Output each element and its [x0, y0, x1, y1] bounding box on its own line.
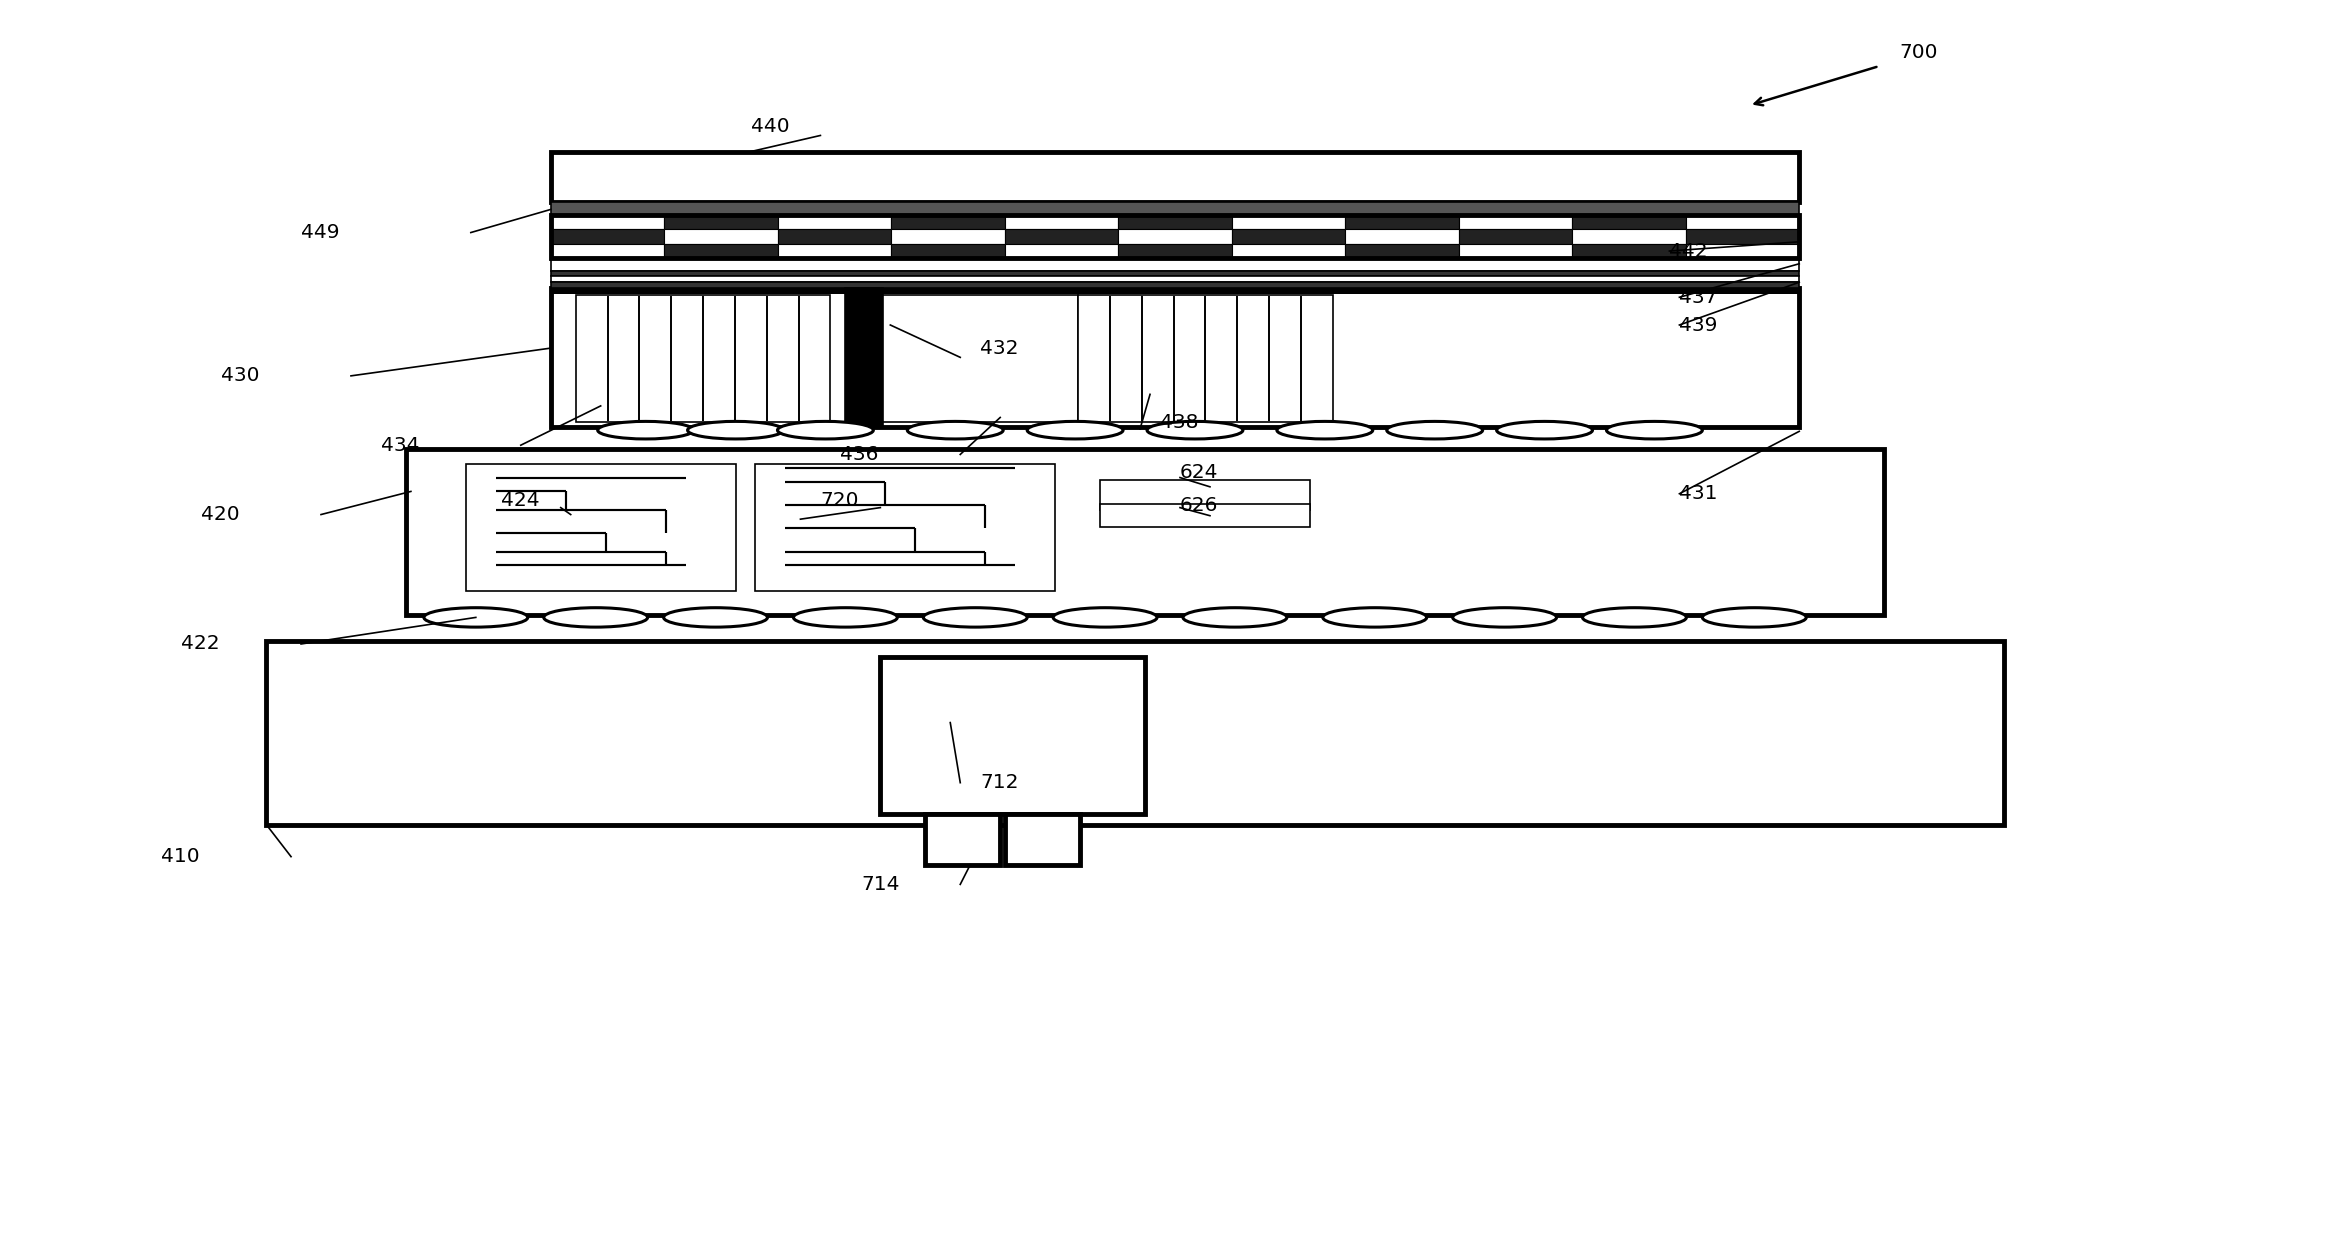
- Bar: [1100, 480, 1311, 510]
- Text: 440: 440: [750, 116, 790, 135]
- Bar: [664, 215, 779, 229]
- Bar: [1231, 229, 1346, 244]
- Bar: [551, 215, 664, 229]
- Ellipse shape: [1606, 422, 1702, 439]
- Bar: [1571, 215, 1686, 229]
- Bar: [1686, 229, 1799, 244]
- Bar: [1459, 215, 1571, 229]
- Bar: [551, 229, 664, 244]
- Bar: [551, 288, 1799, 294]
- Text: 720: 720: [821, 492, 858, 510]
- Bar: [551, 288, 1799, 427]
- Bar: [664, 229, 779, 244]
- Ellipse shape: [1182, 608, 1287, 627]
- Bar: [847, 288, 884, 427]
- Bar: [926, 814, 1001, 864]
- Bar: [1079, 295, 1332, 422]
- Bar: [891, 244, 1004, 258]
- Bar: [1459, 229, 1571, 244]
- Ellipse shape: [687, 422, 783, 439]
- Text: 714: 714: [861, 874, 900, 894]
- Bar: [406, 449, 1883, 615]
- Text: 420: 420: [202, 505, 239, 524]
- Text: 442: 442: [1670, 241, 1707, 260]
- Ellipse shape: [1278, 422, 1372, 439]
- Bar: [1006, 814, 1081, 864]
- Text: 437: 437: [1679, 288, 1719, 306]
- Bar: [779, 229, 891, 244]
- Ellipse shape: [779, 422, 872, 439]
- Text: 700: 700: [1899, 43, 1937, 61]
- Ellipse shape: [598, 422, 694, 439]
- Bar: [551, 203, 1799, 215]
- Bar: [1231, 244, 1346, 258]
- Ellipse shape: [1027, 422, 1123, 439]
- Bar: [884, 295, 1079, 422]
- Bar: [551, 283, 1799, 288]
- Bar: [467, 464, 736, 590]
- Ellipse shape: [1053, 608, 1156, 627]
- Bar: [265, 641, 2005, 826]
- Bar: [1231, 215, 1346, 229]
- Text: 439: 439: [1679, 315, 1719, 334]
- Text: 432: 432: [980, 339, 1018, 358]
- Ellipse shape: [664, 608, 767, 627]
- Ellipse shape: [1147, 422, 1243, 439]
- Bar: [1004, 215, 1119, 229]
- Ellipse shape: [924, 608, 1027, 627]
- Bar: [1571, 229, 1686, 244]
- Bar: [1004, 244, 1119, 258]
- Ellipse shape: [1702, 608, 1806, 627]
- Text: 712: 712: [980, 773, 1018, 792]
- Ellipse shape: [544, 608, 647, 627]
- Bar: [1119, 229, 1231, 244]
- Bar: [1119, 215, 1231, 229]
- Bar: [1346, 215, 1459, 229]
- Ellipse shape: [1386, 422, 1482, 439]
- Text: 436: 436: [840, 445, 879, 464]
- Bar: [551, 276, 1799, 283]
- Bar: [779, 244, 891, 258]
- Bar: [1346, 229, 1459, 244]
- Bar: [551, 151, 1799, 203]
- Bar: [779, 215, 891, 229]
- Text: 434: 434: [380, 435, 420, 454]
- Bar: [1346, 244, 1459, 258]
- Bar: [664, 244, 779, 258]
- Bar: [1004, 229, 1119, 244]
- Bar: [1100, 504, 1311, 527]
- Bar: [1686, 244, 1799, 258]
- Text: 626: 626: [1180, 495, 1219, 515]
- Bar: [891, 229, 1004, 244]
- Bar: [577, 295, 830, 422]
- Text: 624: 624: [1180, 463, 1219, 483]
- Ellipse shape: [1496, 422, 1592, 439]
- Bar: [1119, 244, 1231, 258]
- Ellipse shape: [1323, 608, 1426, 627]
- Bar: [551, 215, 1799, 258]
- Bar: [1686, 215, 1799, 229]
- Text: 424: 424: [502, 492, 539, 510]
- Bar: [551, 244, 664, 258]
- Bar: [755, 464, 1055, 590]
- Bar: [551, 258, 1799, 270]
- Ellipse shape: [424, 608, 528, 627]
- Bar: [551, 270, 1799, 276]
- Ellipse shape: [793, 608, 898, 627]
- Text: 438: 438: [1161, 413, 1198, 432]
- Text: 422: 422: [181, 634, 220, 653]
- Text: 431: 431: [1679, 484, 1719, 503]
- Text: 430: 430: [220, 367, 260, 385]
- Bar: [1459, 244, 1571, 258]
- Text: 449: 449: [300, 223, 340, 241]
- Ellipse shape: [1583, 608, 1686, 627]
- Bar: [879, 657, 1144, 814]
- Ellipse shape: [1452, 608, 1557, 627]
- Text: 410: 410: [162, 847, 199, 866]
- Bar: [1571, 244, 1686, 258]
- Ellipse shape: [908, 422, 1004, 439]
- Bar: [891, 215, 1004, 229]
